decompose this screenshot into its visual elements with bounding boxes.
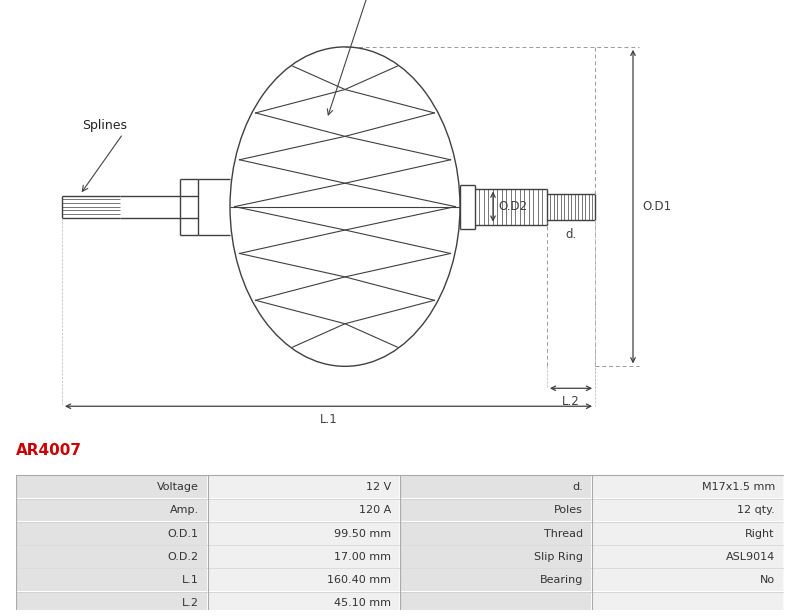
Text: 17.00 mm: 17.00 mm — [334, 552, 390, 562]
Bar — [17, 592, 207, 615]
Bar — [593, 499, 783, 521]
Bar — [593, 592, 783, 615]
Text: AR4007: AR4007 — [16, 442, 82, 458]
Text: Right: Right — [746, 529, 774, 538]
Text: Amp.: Amp. — [170, 505, 198, 515]
Bar — [17, 546, 207, 568]
Bar — [593, 476, 783, 498]
Text: L.1: L.1 — [182, 575, 198, 585]
Text: Thread: Thread — [544, 529, 582, 538]
Text: d.: d. — [566, 227, 577, 241]
Bar — [17, 522, 207, 545]
Bar — [401, 522, 591, 545]
Text: Splines: Splines — [82, 119, 127, 132]
Bar — [209, 499, 399, 521]
Bar — [17, 569, 207, 591]
Text: 99.50 mm: 99.50 mm — [334, 529, 390, 538]
Bar — [17, 499, 207, 521]
Text: L.2: L.2 — [182, 598, 198, 609]
Text: ASL9014: ASL9014 — [726, 552, 774, 562]
Bar — [593, 569, 783, 591]
Text: No: No — [760, 575, 774, 585]
Bar — [593, 522, 783, 545]
Text: 45.10 mm: 45.10 mm — [334, 598, 390, 609]
Bar — [209, 522, 399, 545]
Text: M17x1.5 mm: M17x1.5 mm — [702, 482, 774, 492]
Bar — [401, 476, 591, 498]
Text: Poles: Poles — [554, 505, 582, 515]
Text: O.D.1: O.D.1 — [168, 529, 198, 538]
Bar — [209, 476, 399, 498]
Text: Voltage: Voltage — [157, 482, 198, 492]
Bar — [401, 592, 591, 615]
Bar — [209, 592, 399, 615]
Text: 12 V: 12 V — [366, 482, 390, 492]
Text: Slip Ring: Slip Ring — [534, 552, 582, 562]
Bar — [209, 546, 399, 568]
Bar — [401, 499, 591, 521]
Bar — [401, 546, 591, 568]
Text: d.: d. — [572, 482, 582, 492]
Bar — [401, 569, 591, 591]
Bar — [593, 546, 783, 568]
Bar — [209, 569, 399, 591]
Text: 160.40 mm: 160.40 mm — [326, 575, 390, 585]
Text: 120 A: 120 A — [358, 505, 390, 515]
Text: O.D2: O.D2 — [498, 200, 527, 213]
Bar — [17, 476, 207, 498]
Text: Bearing: Bearing — [539, 575, 582, 585]
Text: L.1: L.1 — [320, 413, 338, 426]
Text: O.D1: O.D1 — [642, 200, 671, 213]
Text: L.2: L.2 — [562, 395, 580, 408]
Text: 12 qty.: 12 qty. — [737, 505, 774, 515]
Text: O.D.2: O.D.2 — [168, 552, 198, 562]
